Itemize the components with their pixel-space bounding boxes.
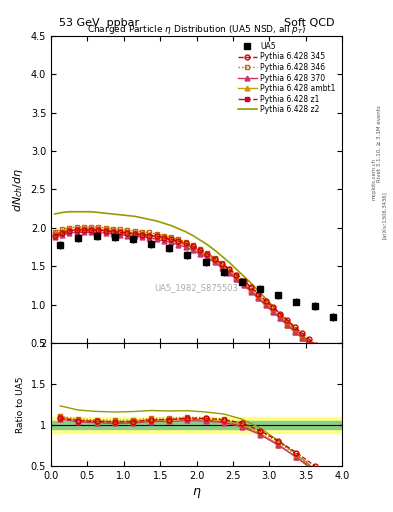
Bar	[51, 421, 342, 429]
Y-axis label: $dN_{ch}/d\eta$: $dN_{ch}/d\eta$	[11, 167, 25, 211]
Text: UA5_1982_S875503: UA5_1982_S875503	[154, 283, 239, 292]
Title: Charged Particle $\eta$ Distribution (UA5 NSD, all $p_T$): Charged Particle $\eta$ Distribution (UA…	[87, 23, 306, 36]
Text: [arXiv:1306.3436]: [arXiv:1306.3436]	[382, 191, 387, 239]
X-axis label: $\eta$: $\eta$	[192, 486, 201, 500]
Text: Soft QCD: Soft QCD	[284, 18, 334, 28]
Text: Rivet 3.1.10, ≥ 3.1M events: Rivet 3.1.10, ≥ 3.1M events	[377, 105, 382, 182]
Legend: UA5, Pythia 6.428 345, Pythia 6.428 346, Pythia 6.428 370, Pythia 6.428 ambt1, P: UA5, Pythia 6.428 345, Pythia 6.428 346,…	[235, 39, 338, 116]
Y-axis label: Ratio to UA5: Ratio to UA5	[16, 376, 25, 433]
Text: 53 GeV  ppbar: 53 GeV ppbar	[59, 18, 139, 28]
Text: mcplots.cern.ch: mcplots.cern.ch	[372, 158, 376, 200]
Bar	[51, 417, 342, 433]
